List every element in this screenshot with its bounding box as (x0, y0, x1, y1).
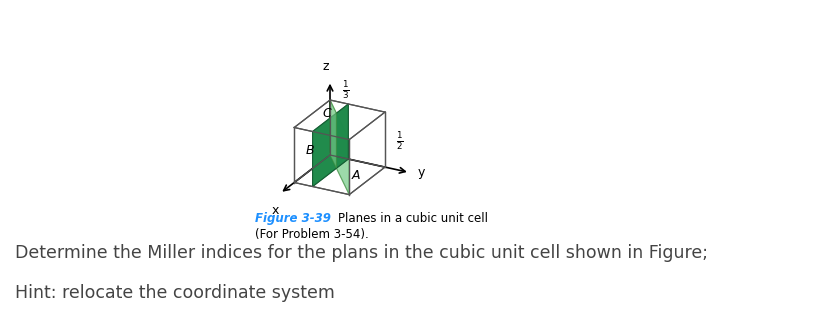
Polygon shape (313, 104, 348, 187)
Polygon shape (330, 100, 336, 168)
Text: Planes in a cubic unit cell: Planes in a cubic unit cell (323, 212, 487, 225)
Polygon shape (330, 100, 349, 195)
Text: $\frac{1}{3}$: $\frac{1}{3}$ (342, 79, 349, 101)
Text: x: x (271, 203, 279, 216)
Text: $\frac{1}{2}$: $\frac{1}{2}$ (395, 130, 403, 152)
Text: B: B (306, 144, 314, 157)
Text: Determine the Miller indices for the plans in the cubic unit cell shown in Figur: Determine the Miller indices for the pla… (15, 244, 707, 262)
Text: (For Problem 3-54).: (For Problem 3-54). (255, 228, 368, 241)
Polygon shape (336, 113, 349, 195)
Text: C: C (323, 107, 331, 120)
Text: z: z (323, 60, 329, 73)
Text: A: A (351, 169, 360, 182)
Polygon shape (313, 104, 348, 187)
Text: Hint: relocate the coordinate system: Hint: relocate the coordinate system (15, 284, 334, 302)
Text: y: y (418, 166, 424, 179)
Text: Figure 3-39: Figure 3-39 (255, 212, 331, 225)
